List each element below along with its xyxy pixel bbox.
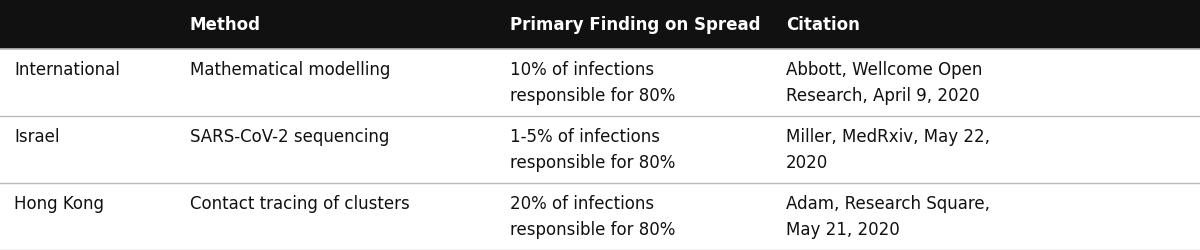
Bar [0,50,1200,116]
Text: Adam, Research Square,
May 21, 2020: Adam, Research Square, May 21, 2020 [786,194,990,238]
Text: Mathematical modelling: Mathematical modelling [190,61,390,79]
Text: International: International [14,61,120,79]
Text: SARS-CoV-2 sequencing: SARS-CoV-2 sequencing [190,128,389,146]
Bar [0,183,1200,250]
Text: Hong Kong: Hong Kong [14,194,104,212]
Bar [0,116,1200,183]
Text: 10% of infections
responsible for 80%: 10% of infections responsible for 80% [510,61,676,104]
Text: Citation: Citation [786,16,860,34]
Bar [0,0,1200,50]
Text: Miller, MedRxiv, May 22,
2020: Miller, MedRxiv, May 22, 2020 [786,128,990,171]
Text: Abbott, Wellcome Open
Research, April 9, 2020: Abbott, Wellcome Open Research, April 9,… [786,61,983,104]
Text: Israel: Israel [14,128,60,146]
Text: Contact tracing of clusters: Contact tracing of clusters [190,194,409,212]
Text: Primary Finding on Spread: Primary Finding on Spread [510,16,761,34]
Text: 1-5% of infections
responsible for 80%: 1-5% of infections responsible for 80% [510,128,676,171]
Text: 20% of infections
responsible for 80%: 20% of infections responsible for 80% [510,194,676,238]
Text: Method: Method [190,16,260,34]
